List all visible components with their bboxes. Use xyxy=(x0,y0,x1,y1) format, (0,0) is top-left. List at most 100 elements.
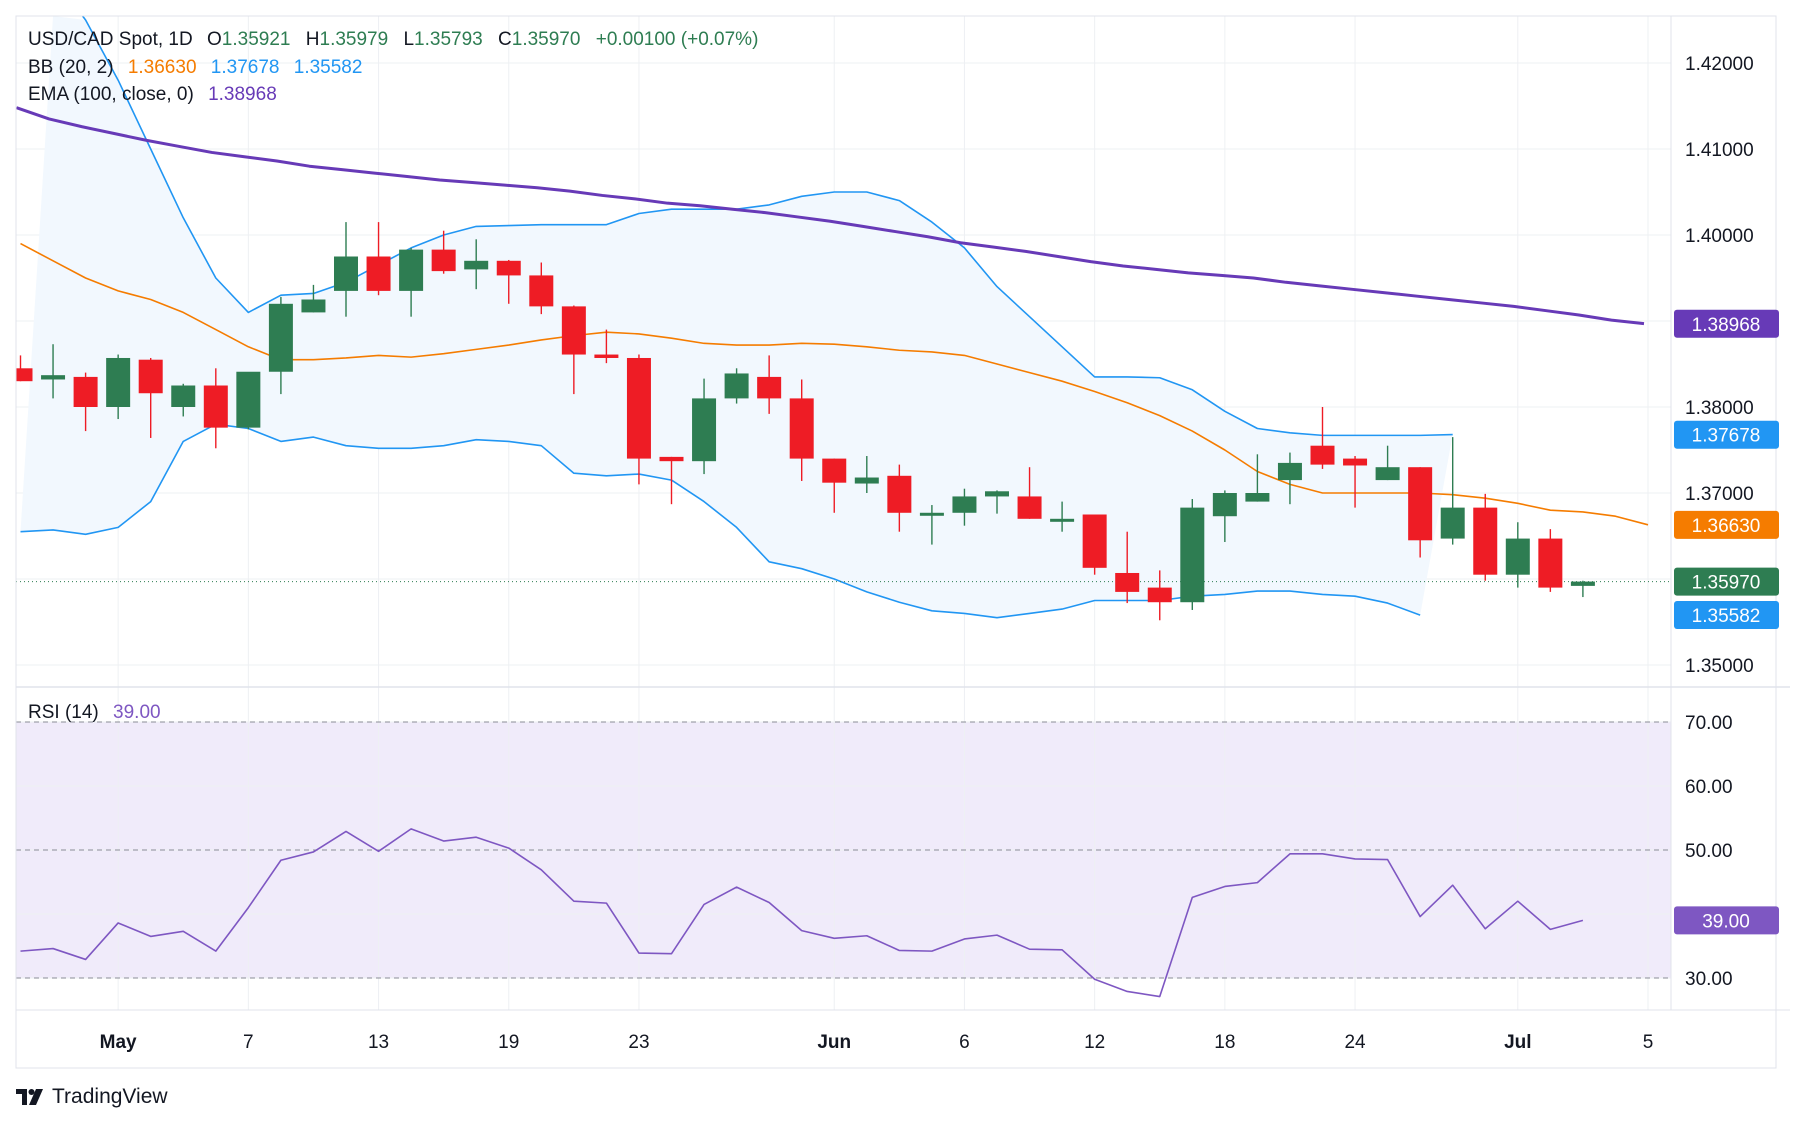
candle xyxy=(1212,490,1237,543)
candle-body xyxy=(236,371,261,428)
bb-legend: BB (20, 2) 1.36630 1.37678 1.35582 xyxy=(28,57,371,79)
bollinger-band-fill xyxy=(20,16,1453,618)
bb-upper-path xyxy=(81,16,1453,437)
rsi-label[interactable]: RSI (14) xyxy=(28,702,99,723)
candle xyxy=(366,222,391,296)
ohlc-open: O1.35921 xyxy=(207,29,291,50)
candle xyxy=(268,296,293,395)
bb-lower-badge-text: 1.35582 xyxy=(1692,606,1761,627)
bb-label[interactable]: BB (20, 2) xyxy=(28,57,114,78)
price-tick-label: 1.37000 xyxy=(1685,484,1754,505)
candles xyxy=(16,222,1595,621)
candle-body xyxy=(399,249,424,291)
time-tick-label: May xyxy=(100,1032,137,1053)
candle-body xyxy=(1343,458,1368,466)
symbol-legend: USD/CAD Spot, 1D O1.35921 H1.35979 L1.35… xyxy=(28,29,767,51)
bb-basis-badge-text: 1.36630 xyxy=(1692,516,1761,537)
candle-body xyxy=(626,357,651,459)
candle-body xyxy=(334,256,358,291)
candle xyxy=(41,344,66,399)
bb-lower-badge: 1.35582 xyxy=(1674,600,1779,629)
bb-basis-value: 1.36630 xyxy=(127,57,197,78)
tradingview-brand[interactable]: TradingView xyxy=(16,1082,168,1112)
candle xyxy=(985,490,1009,514)
ema-badge: 1.38968 xyxy=(1674,309,1779,338)
bb-upper-value: 1.37678 xyxy=(210,57,280,78)
candle xyxy=(73,372,98,432)
candle xyxy=(1245,454,1270,502)
candle xyxy=(1440,437,1465,545)
rsi-tick-label: 50.00 xyxy=(1685,841,1733,862)
rsi-tick-label: 30.00 xyxy=(1685,969,1733,990)
rsi-tick-label: 60.00 xyxy=(1685,777,1733,798)
rsi-badge: 39.00 xyxy=(1674,906,1779,935)
candle xyxy=(16,355,33,382)
ohlc-high: H1.35979 xyxy=(305,29,389,50)
last-price-badge: 1.35970 xyxy=(1674,567,1779,596)
last-price-badge-bg xyxy=(1674,567,1779,596)
candle-body xyxy=(789,398,814,459)
candle-body xyxy=(1245,493,1270,502)
candle xyxy=(1082,514,1107,575)
candle-body xyxy=(594,354,619,358)
candle-body xyxy=(1180,507,1205,603)
candle-body xyxy=(203,385,228,428)
rsi-legend: RSI (14) 39.00 xyxy=(28,702,170,724)
candle-body xyxy=(1538,538,1563,588)
candle xyxy=(171,383,196,417)
brand-name: TradingView xyxy=(52,1085,168,1108)
candle-body xyxy=(1212,493,1237,517)
candle-body xyxy=(431,249,456,272)
pane-borders xyxy=(15,15,1790,1069)
time-tick-label: 12 xyxy=(1084,1032,1105,1053)
candle xyxy=(594,329,619,364)
candle-body xyxy=(1473,507,1498,575)
candle xyxy=(496,259,521,304)
candle-body xyxy=(1017,496,1042,519)
candle xyxy=(1570,580,1595,598)
candle xyxy=(203,368,228,449)
price-tick-label: 1.35000 xyxy=(1685,656,1754,677)
candle-body xyxy=(1082,514,1107,568)
time-tick-label: 19 xyxy=(498,1032,519,1053)
candle-body xyxy=(1147,587,1172,603)
time-axis: May 7 13 19 23 Jun 6 12 18 24 Jul 5 xyxy=(100,1032,1654,1053)
candle xyxy=(659,456,684,505)
rsi-axis: 70.00 60.00 50.00 30.00 xyxy=(1685,713,1733,990)
ema-badge-text: 1.38968 xyxy=(1692,315,1761,336)
symbol-title[interactable]: USD/CAD Spot, 1D xyxy=(28,29,193,50)
candle xyxy=(236,371,261,430)
ohlc-change: +0.00100 (+0.07%) xyxy=(595,29,759,50)
candle-body xyxy=(724,373,749,399)
rsi-tick-label: 70.00 xyxy=(1685,713,1733,734)
candle-body xyxy=(529,275,554,307)
candle xyxy=(887,464,912,532)
rsi-badge-text: 39.00 xyxy=(1702,911,1750,932)
ema-legend: EMA (100, close, 0) 1.38968 xyxy=(28,84,286,106)
candle-body xyxy=(301,299,326,313)
rsi-value: 39.00 xyxy=(113,702,161,723)
candle-body xyxy=(171,385,196,407)
ohlc-low: L1.35793 xyxy=(403,29,483,50)
candle xyxy=(1180,499,1205,610)
candle-body xyxy=(887,475,912,513)
candle xyxy=(1505,522,1530,588)
price-tick-label: 1.40000 xyxy=(1685,226,1754,247)
time-tick-label: 7 xyxy=(243,1032,254,1053)
candle-body xyxy=(106,357,131,407)
candle xyxy=(626,354,651,485)
candle-body xyxy=(854,477,879,484)
bollinger-upper-line xyxy=(81,16,1453,437)
candle xyxy=(1115,531,1140,604)
bb-lower-badge-bg xyxy=(1674,600,1779,629)
time-tick-label: 6 xyxy=(959,1032,970,1053)
candle xyxy=(301,284,326,313)
candle xyxy=(561,305,586,395)
candle xyxy=(854,456,879,493)
candle-body xyxy=(757,376,782,399)
ema-label[interactable]: EMA (100, close, 0) xyxy=(28,84,194,105)
candle-body xyxy=(1505,538,1530,575)
candle xyxy=(1310,407,1335,469)
time-tick-label: 24 xyxy=(1344,1032,1366,1053)
